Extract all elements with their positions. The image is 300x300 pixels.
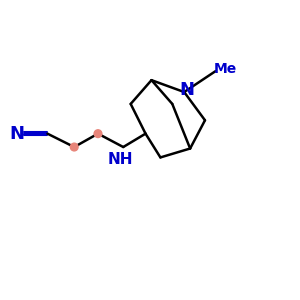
- Circle shape: [70, 143, 78, 151]
- Text: N: N: [179, 81, 194, 99]
- Text: Me: Me: [213, 62, 236, 76]
- Circle shape: [94, 130, 102, 137]
- Text: NH: NH: [108, 152, 134, 167]
- Text: N: N: [10, 125, 25, 143]
